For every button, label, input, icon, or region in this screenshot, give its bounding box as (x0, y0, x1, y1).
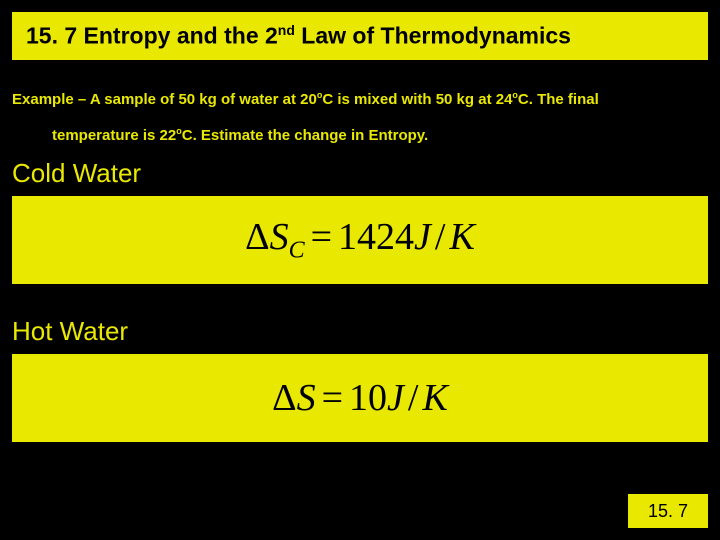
slide-title: 15. 7 Entropy and the 2nd Law of Thermod… (12, 12, 708, 60)
cold-water-label: Cold Water (12, 158, 141, 189)
title-suffix: Law of Thermodynamics (295, 23, 571, 49)
hot-K: K (422, 377, 447, 419)
cold-K: K (449, 216, 474, 258)
cold-val: 1424 (338, 216, 414, 258)
example-l1a: Example – A sample of 50 kg of water at … (12, 91, 317, 108)
slide-number: 15. 7 (628, 494, 708, 528)
title-prefix: 15. 7 Entropy and the 2 (26, 23, 278, 49)
example-l1c: C. The final (518, 91, 599, 108)
cold-eq: = (305, 216, 338, 258)
example-text: Example – A sample of 50 kg of water at … (12, 82, 708, 154)
hot-S: S (297, 377, 316, 419)
cold-J: J (414, 216, 431, 258)
example-line-2: temperature is 22oC. Estimate the change… (12, 118, 708, 154)
example-l2b: C. Estimate the change in Entropy. (182, 127, 428, 144)
example-line-1: Example – A sample of 50 kg of water at … (12, 82, 708, 118)
cold-S: S (270, 216, 289, 258)
hot-water-label: Hot Water (12, 316, 128, 347)
example-l2a: temperature is 22 (52, 127, 176, 144)
cold-slash: / (431, 216, 450, 258)
hot-delta: Δ (272, 377, 296, 419)
cold-delta: Δ (245, 216, 269, 258)
example-l1b: C is mixed with 50 kg at 24 (322, 91, 512, 108)
title-sup: nd (278, 22, 295, 38)
hot-formula: ΔS=10J/K (12, 354, 708, 442)
hot-eq: = (316, 377, 349, 419)
hot-val: 10 (349, 377, 387, 419)
cold-formula: ΔSC=1424J/K (12, 196, 708, 284)
hot-slash: / (404, 377, 423, 419)
cold-sub: C (289, 238, 305, 264)
hot-J: J (387, 377, 404, 419)
